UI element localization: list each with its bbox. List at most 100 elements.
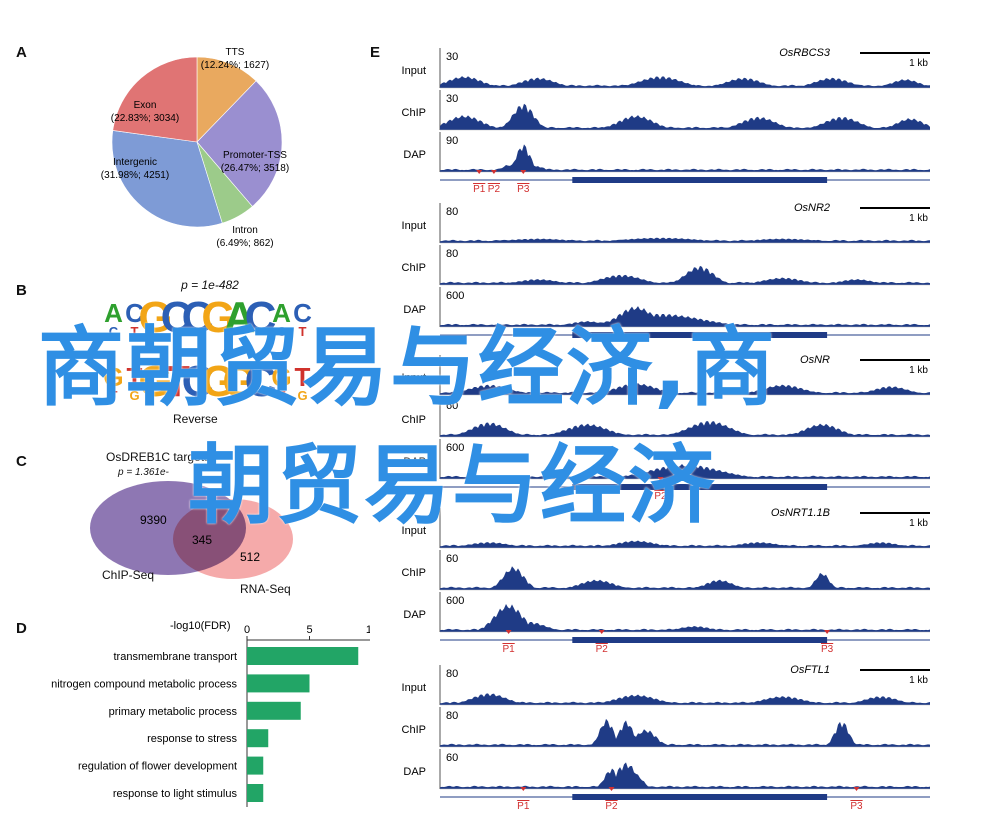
motif-letter: G <box>201 357 235 406</box>
go-tick-label: 5 <box>306 624 312 636</box>
motif-letter: C <box>182 357 214 406</box>
pie-label-detail: (26.47%; 3518) <box>221 163 289 174</box>
go-tick-label: 0 <box>244 624 250 636</box>
signal-track <box>440 566 930 590</box>
scale-label: 1 kb <box>909 518 928 529</box>
venn-rnaseq-label: RNA-Seq <box>240 582 291 596</box>
promoter-label: P2 <box>488 184 501 195</box>
go-bar <box>247 674 310 693</box>
panel-label-a: A <box>16 44 27 61</box>
track-max: 30 <box>446 51 458 63</box>
promoter-label: P3 <box>850 801 863 810</box>
track-label: Input <box>402 372 426 384</box>
motif-letter: G <box>297 388 307 403</box>
motif-letter: A <box>224 293 256 342</box>
gene-exon <box>572 332 828 338</box>
go-bar <box>247 756 264 775</box>
pie-chart: TTS (12.24%; 1627) Promoter-TSS (26.47%; 35… <box>101 47 289 249</box>
venn-right-count: 512 <box>240 550 260 564</box>
track-max: 80 <box>446 710 458 722</box>
track-label: DAP <box>403 766 426 778</box>
pie-label-name: Intron <box>232 225 258 236</box>
signal-track <box>440 76 930 88</box>
promoter-marker <box>657 477 664 481</box>
go-category-label: transmembrane transport <box>114 651 238 663</box>
gene-name: OsRBCS3 <box>779 47 831 59</box>
pie-label-detail: (12.24%; 1627) <box>201 60 269 71</box>
promoter-label: P1 <box>517 801 530 810</box>
pie-slice-exon <box>112 56 198 143</box>
panel-label-d: D <box>16 620 27 637</box>
track-label: DAP <box>403 149 426 161</box>
promoter-label: P2 <box>654 491 667 502</box>
go-bar <box>247 729 269 748</box>
motif-letter: G <box>138 357 172 406</box>
promoter-label: P3 <box>517 184 530 195</box>
venn-left-count: 9390 <box>140 513 167 527</box>
motif-letter: C <box>125 298 144 328</box>
go-category-label: nitrogen compound metabolic process <box>51 678 237 690</box>
signal-track <box>440 237 930 243</box>
track-max: 60 <box>446 400 458 412</box>
motif-letter: T <box>299 324 307 339</box>
track-label: ChIP <box>402 414 426 426</box>
gene-name: OsFTL1 <box>790 664 830 676</box>
track-label: Input <box>402 65 426 77</box>
go-bar <box>247 784 264 802</box>
overlay-text-line1: 商朝贸易与经济,商 <box>38 318 777 418</box>
pie-label-name: Promoter-TSS <box>223 150 287 161</box>
promoter-marker <box>598 630 605 634</box>
motif-pvalue: p = 1e-482 <box>181 278 239 292</box>
track-max: 30 <box>446 93 458 105</box>
motif-letter: G <box>222 357 256 406</box>
promoter-marker <box>520 170 527 174</box>
gene-name: OsNRT1.1B <box>771 507 830 519</box>
motif-letter: C <box>182 293 214 342</box>
panel-label-e: E <box>370 44 381 61</box>
go-category-label: response to light stimulus <box>113 788 238 800</box>
pie-slice-tts <box>196 56 257 143</box>
promoter-marker <box>608 787 615 791</box>
motif-letter: G <box>271 362 291 392</box>
promoter-marker <box>520 787 527 791</box>
promoter-label: P1 <box>502 644 515 655</box>
track-max: 60 <box>446 553 458 565</box>
pie-label-name: Exon <box>134 100 157 111</box>
motif-letter: C <box>277 324 287 339</box>
promoter-marker <box>490 170 497 174</box>
gene-exon <box>572 484 828 490</box>
go-tick-label: 10 <box>366 624 370 636</box>
track-max: 60 <box>446 752 458 764</box>
track-label: Input <box>402 682 426 694</box>
motif-letter: T <box>127 362 143 392</box>
scale-label: 1 kb <box>909 213 928 224</box>
motif-letter: C <box>161 293 193 342</box>
panel-label-b: B <box>16 282 27 299</box>
venn-overlap-count: 345 <box>192 533 212 547</box>
pie-slice-promoter-tss <box>196 80 283 207</box>
promoter-label: P2 <box>605 801 618 810</box>
venn-pvalue: p = 1.361e- <box>118 467 169 478</box>
motif-letter: C <box>293 298 312 328</box>
track-max: 80 <box>446 248 458 260</box>
go-category-label: primary metabolic process <box>109 706 238 718</box>
signal-track <box>440 306 930 327</box>
go-bar-chart: -log10(FDR) 0 5 10 transmembrane transport n… <box>51 620 370 807</box>
pie-label-detail: (6.49%; 862) <box>216 238 273 249</box>
motif-letter: T <box>278 388 286 403</box>
go-category-label: response to stress <box>147 733 237 745</box>
scale-label: 1 kb <box>909 58 928 69</box>
go-bar <box>247 647 359 665</box>
motif-letter: T <box>131 324 139 339</box>
scale-label: 1 kb <box>909 675 928 686</box>
motif-letter: G <box>138 293 172 342</box>
scale-label: 1 kb <box>909 365 928 376</box>
signal-track <box>440 464 930 479</box>
track-label: ChIP <box>402 262 426 274</box>
motif-letter: A <box>104 298 123 328</box>
promoter-marker <box>476 170 483 174</box>
promoter-label: P2 <box>596 644 609 655</box>
venn-panel: OsDREB1C targets p = 1.361e- 9390 345 51… <box>90 448 350 598</box>
